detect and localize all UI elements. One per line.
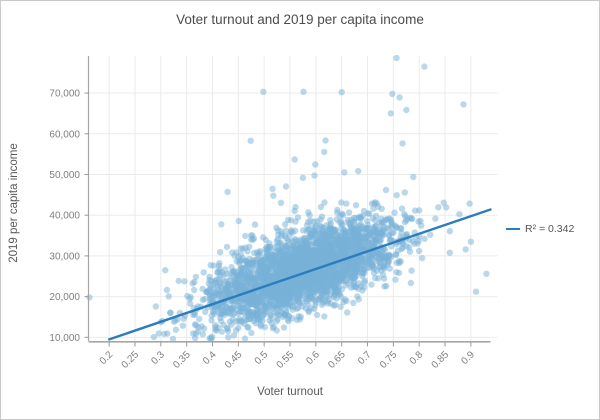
x-tick-label: 0.2 bbox=[98, 349, 116, 367]
x-tick-label: 0.7 bbox=[356, 349, 374, 367]
legend: R² = 0.342 bbox=[506, 223, 574, 235]
x-tick-label: 0.4 bbox=[201, 349, 219, 367]
x-tick-label: 0.55 bbox=[275, 349, 297, 371]
y-tick-label: 70,000 bbox=[49, 89, 80, 100]
y-tick-label: 10,000 bbox=[49, 333, 80, 344]
x-tick-label: 0.75 bbox=[378, 349, 400, 371]
x-tick-label: 0.9 bbox=[459, 349, 477, 367]
x-tick-label: 0.6 bbox=[304, 349, 322, 367]
x-tick-label: 0.25 bbox=[120, 349, 142, 371]
x-axis-title: Voter turnout bbox=[257, 386, 323, 398]
chart-title: Voter turnout and 2019 per capita income bbox=[176, 12, 424, 27]
y-tick-label: 20,000 bbox=[49, 292, 80, 303]
trendline-legend-swatch bbox=[506, 228, 520, 230]
y-tick-label: 50,000 bbox=[49, 170, 80, 181]
y-tick-label: 30,000 bbox=[49, 251, 80, 262]
y-tick-label: 40,000 bbox=[49, 211, 80, 222]
x-tick-label: 0.65 bbox=[326, 349, 348, 371]
x-tick-label: 0.85 bbox=[430, 349, 452, 371]
x-tick-label: 0.8 bbox=[408, 349, 426, 367]
x-tick-label: 0.35 bbox=[171, 349, 193, 371]
legend-label: R² = 0.342 bbox=[525, 223, 575, 235]
x-tick-label: 0.5 bbox=[253, 349, 271, 367]
x-tick-label: 0.45 bbox=[223, 349, 245, 371]
y-tick-label: 60,000 bbox=[49, 129, 80, 140]
x-tick-label: 0.3 bbox=[149, 349, 167, 367]
